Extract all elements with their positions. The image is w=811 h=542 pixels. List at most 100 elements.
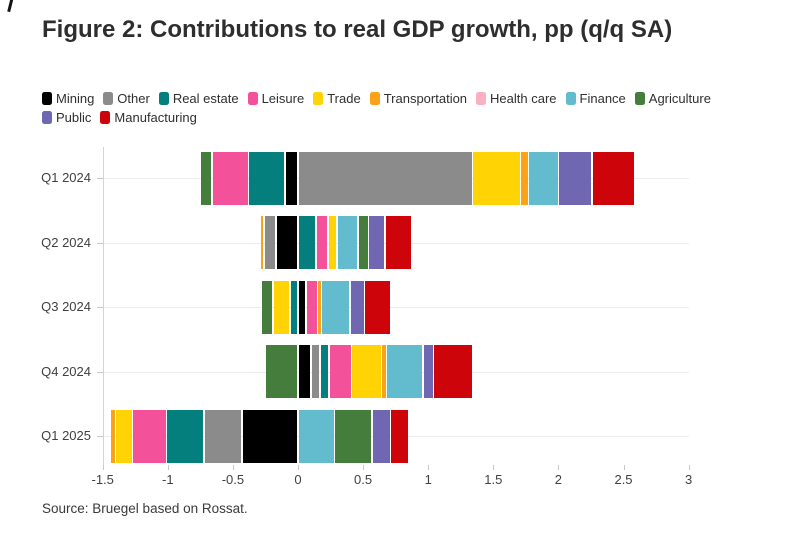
x-axis-tick: [102, 465, 104, 470]
bar-segment-agriculture: [201, 151, 212, 205]
x-axis-label: 1.5: [484, 472, 503, 487]
x-axis-label: 2.5: [614, 472, 633, 487]
bar-segment-finance: [337, 216, 358, 269]
bar-segment-transportation: [382, 345, 386, 398]
legend-swatch-finance: [565, 92, 576, 105]
x-axis-tick: [363, 465, 365, 470]
bar-segment-finance: [387, 345, 423, 398]
bar-segment-manufacturing: [365, 280, 390, 334]
bar-segment-trade: [473, 151, 520, 205]
legend-item-mining: Mining: [42, 91, 94, 106]
legend-item-public: Public: [42, 110, 91, 125]
x-axis-label: -0.5: [221, 472, 245, 487]
bar-segment-manufacturing: [434, 345, 472, 398]
x-axis-label: 3: [684, 472, 693, 487]
bar-segment-transportation: [521, 151, 528, 205]
row-gridline: [104, 307, 689, 308]
bar-segment-transportation: [260, 216, 264, 269]
bar-segment-leisure: [329, 345, 351, 398]
x-axis-tick: [298, 465, 299, 470]
bar-segment-other: [264, 216, 276, 269]
bar-segment-real-estate: [298, 216, 316, 269]
bar-segment-agriculture: [358, 216, 368, 269]
legend-swatch-agriculture: [634, 92, 645, 105]
bar-segment-mining: [285, 151, 298, 205]
bar-segment-other: [205, 409, 242, 463]
legend-swatch-health-care: [476, 92, 487, 105]
x-axis-tick: [623, 465, 625, 470]
y-axis-tick: [97, 371, 103, 373]
legend-label-real-estate: Real estate: [172, 91, 239, 106]
y-axis-tick: [97, 178, 103, 179]
legend-swatch-public: [42, 111, 52, 124]
bar-segment-other: [311, 345, 320, 398]
legend-label-other: Other: [117, 91, 150, 106]
bar-segment-real-estate: [320, 345, 329, 398]
bar-segment-mining: [276, 216, 298, 269]
legend-item-health-care: Health care: [476, 91, 557, 106]
bar-segment-other: [298, 151, 472, 205]
legend-item-leisure: Leisure: [247, 91, 305, 106]
chart-title: Figure 2: Contributions to real GDP grow…: [42, 16, 673, 43]
bar-segment-trade: [352, 345, 381, 398]
legend-label-transportation: Transportation: [383, 91, 468, 106]
bar-segment-real-estate: [249, 151, 285, 205]
x-axis-tick: [688, 465, 690, 470]
bar-segment-transportation: [318, 280, 321, 334]
legend-label-leisure: Leisure: [261, 91, 305, 106]
chart-legend: Mining Other Real estate Leisure Trade Transp…: [42, 91, 732, 125]
legend-item-real-estate: Real estate: [158, 91, 239, 106]
bar-segment-agriculture: [262, 280, 273, 334]
x-axis-tick: [428, 465, 430, 470]
bar-segment-mining: [298, 345, 311, 398]
x-axis-label: 2: [554, 472, 563, 487]
bar-segment-trade: [116, 409, 132, 463]
legend-label-public: Public: [56, 110, 92, 125]
bar-segment-finance: [322, 280, 350, 334]
bar-segment-mining: [242, 409, 298, 463]
source-note: Source: Bruegel based on Rossat.: [42, 501, 248, 516]
bar-segment-leisure: [212, 151, 248, 205]
legend-swatch-leisure: [247, 92, 258, 105]
legend-label-trade: Trade: [327, 91, 361, 106]
legend-label-finance: Finance: [579, 91, 626, 106]
bar-segment-mining: [298, 280, 306, 334]
bar-segment-public: [350, 280, 364, 334]
bar-segment-public: [423, 345, 433, 398]
x-axis-tick: [493, 465, 495, 470]
x-axis-label: 0.5: [354, 472, 373, 487]
x-axis-label: -1: [162, 472, 174, 487]
x-axis-label: -1.5: [91, 472, 114, 487]
legend-swatch-trade: [313, 92, 324, 105]
y-axis-label: Q1 2025: [41, 428, 91, 443]
legend-label-mining: Mining: [56, 91, 95, 106]
legend-item-manufacturing: Manufacturing: [100, 110, 197, 125]
bar-segment-manufacturing: [391, 409, 408, 463]
legend-item-agriculture: Agriculture: [634, 91, 711, 106]
legend-swatch-transportation: [369, 92, 380, 105]
bar-segment-finance: [298, 409, 334, 463]
y-axis-tick: [97, 307, 103, 308]
x-axis-label: 0: [294, 472, 302, 487]
bar-segment-real-estate: [167, 409, 204, 463]
bar-segment-leisure: [306, 280, 317, 334]
y-axis-label: Q2 2024: [41, 234, 91, 250]
bar-segment-real-estate: [290, 280, 298, 334]
bar-segment-agriculture: [335, 409, 372, 463]
bar-segment-trade: [328, 216, 337, 269]
legend-item-other: Other: [103, 91, 150, 106]
legend-label-agriculture: Agriculture: [648, 91, 711, 106]
legend-item-transportation: Transportation: [369, 91, 468, 106]
bar-segment-manufacturing: [385, 216, 411, 269]
legend-item-trade: Trade: [313, 91, 361, 106]
y-axis-tick: [97, 436, 103, 437]
y-axis-label: Q4 2024: [41, 363, 91, 379]
bar-segment-transportation: [111, 409, 115, 463]
legend-swatch-real-estate: [158, 92, 169, 105]
legend-label-health-care: Health care: [490, 91, 557, 106]
legend-swatch-manufacturing: [100, 111, 111, 124]
x-axis-label: 1: [424, 472, 432, 487]
y-axis-label: Q1 2024: [41, 170, 91, 185]
bar-segment-leisure: [133, 409, 166, 463]
